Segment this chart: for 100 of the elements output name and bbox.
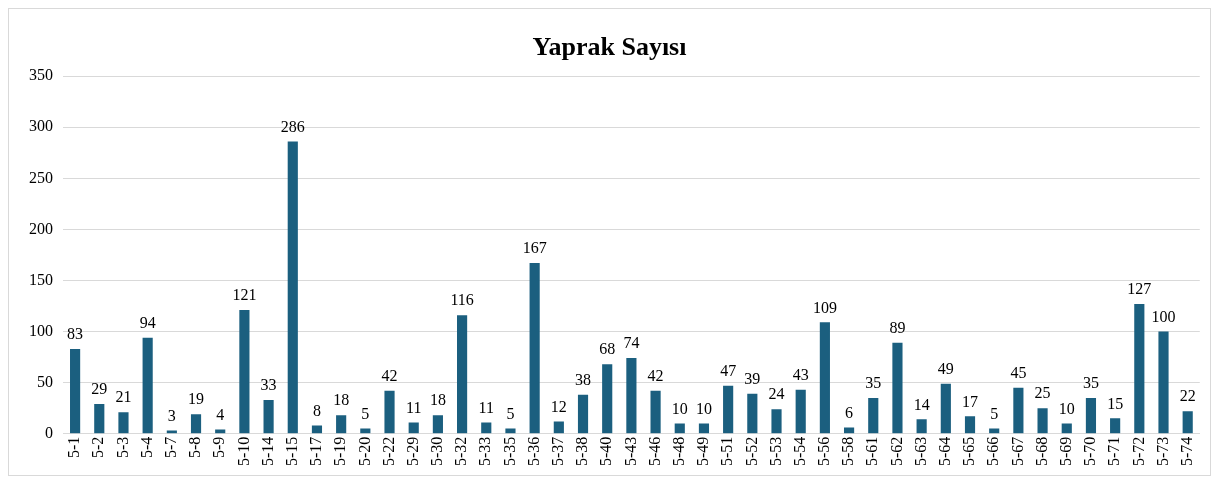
data-label: 89 (889, 318, 906, 336)
data-label: 12 (550, 397, 567, 415)
data-label: 43 (792, 365, 809, 383)
data-label: 18 (333, 391, 350, 409)
bar (940, 383, 951, 434)
bar (529, 263, 540, 434)
data-label: 42 (381, 366, 398, 384)
x-tick-label: 5-64 (936, 436, 954, 466)
bar (94, 404, 105, 434)
x-tick-label: 5-20 (355, 436, 373, 466)
x-tick-label: 5-67 (1008, 436, 1026, 466)
bar (70, 348, 81, 434)
x-tick-label: 5-63 (911, 436, 929, 466)
x-tick-label: 5-43 (621, 436, 639, 466)
data-label: 286 (280, 117, 305, 135)
y-tick-label: 300 (29, 117, 53, 135)
data-label: 10 (671, 399, 688, 417)
data-label: 5 (361, 404, 370, 422)
data-label: 94 (139, 313, 156, 331)
bar (771, 409, 782, 434)
bar (311, 425, 323, 434)
x-tick-label: 5-35 (500, 436, 518, 466)
data-label: 83 (67, 325, 84, 343)
data-label: 10 (1058, 399, 1075, 417)
data-label: 35 (1082, 374, 1099, 392)
data-label: 167 (522, 239, 547, 257)
data-label: 25 (1034, 384, 1051, 402)
bar (892, 342, 903, 434)
data-label: 21 (115, 388, 132, 406)
bar (1158, 331, 1169, 434)
x-tick-label: 5-38 (573, 436, 591, 466)
bar (698, 423, 710, 434)
bar (457, 315, 468, 434)
bar (432, 415, 443, 434)
x-tick-label: 5-49 (694, 436, 712, 466)
x-tick-label: 5-17 (307, 436, 325, 466)
bar (481, 422, 492, 434)
x-tick-label: 5-62 (887, 436, 905, 466)
data-label: 10 (695, 399, 712, 417)
y-tick-label: 350 (29, 66, 53, 84)
x-tick-label: 5-7 (162, 436, 180, 458)
bar (553, 421, 564, 434)
data-label: 11 (406, 398, 422, 416)
bar (118, 412, 129, 434)
bar (795, 389, 806, 434)
data-label: 38 (575, 371, 592, 389)
y-tick-label: 200 (29, 219, 53, 237)
y-tick-label: 100 (29, 321, 53, 339)
bar (723, 385, 734, 434)
data-label: 22 (1179, 387, 1196, 405)
x-tick-label: 5-52 (742, 436, 760, 466)
data-label: 68 (599, 340, 616, 358)
bar (1085, 397, 1097, 434)
data-label: 127 (1127, 280, 1152, 298)
data-label: 39 (744, 370, 761, 388)
x-tick-label: 5-71 (1105, 436, 1123, 466)
x-tick-label: 5-70 (1081, 436, 1099, 466)
x-tick-label: 5-30 (428, 436, 446, 466)
data-label: 18 (429, 391, 446, 409)
y-tick-label: 0 (45, 423, 53, 441)
x-tick-label: 5-48 (669, 436, 687, 466)
x-tick-label: 5-65 (960, 436, 978, 466)
bar (1037, 408, 1048, 434)
bar (964, 416, 976, 434)
data-label: 33 (260, 376, 277, 394)
x-tick-label: 5-4 (137, 436, 155, 458)
bar (577, 394, 589, 434)
x-tick-label: 5-37 (549, 436, 567, 466)
data-label: 100 (1151, 307, 1176, 325)
data-label: 121 (232, 286, 257, 304)
bar (1013, 387, 1024, 434)
bar (1061, 423, 1072, 434)
x-tick-label: 5-72 (1129, 436, 1147, 466)
bar (1182, 411, 1193, 434)
bar (868, 397, 879, 434)
x-tick-label: 5-69 (1056, 436, 1074, 466)
bar (626, 358, 637, 434)
data-label: 24 (768, 385, 785, 403)
data-label: 19 (188, 390, 205, 408)
x-tick-label: 5-32 (452, 436, 470, 466)
x-tick-label: 5-33 (476, 436, 494, 466)
data-label: 5 (990, 404, 999, 422)
x-tick-label: 5-58 (839, 436, 857, 466)
bar (190, 414, 202, 434)
x-tick-label: 5-53 (766, 436, 784, 466)
x-tick-label: 5-22 (379, 436, 397, 466)
x-tick-label: 5-73 (1153, 436, 1171, 466)
data-label: 6 (845, 403, 854, 421)
x-tick-label: 5-3 (113, 436, 131, 458)
data-label: 3 (167, 406, 176, 424)
bar (287, 141, 298, 434)
bar (602, 364, 613, 434)
bar (650, 390, 661, 434)
bar (1110, 418, 1121, 434)
data-label: 74 (623, 334, 640, 352)
x-tick-label: 5-14 (258, 436, 276, 466)
x-tick-label: 5-66 (984, 436, 1002, 466)
x-tick-label: 5-19 (331, 436, 349, 466)
data-label: 109 (812, 298, 837, 316)
bar (747, 393, 758, 434)
